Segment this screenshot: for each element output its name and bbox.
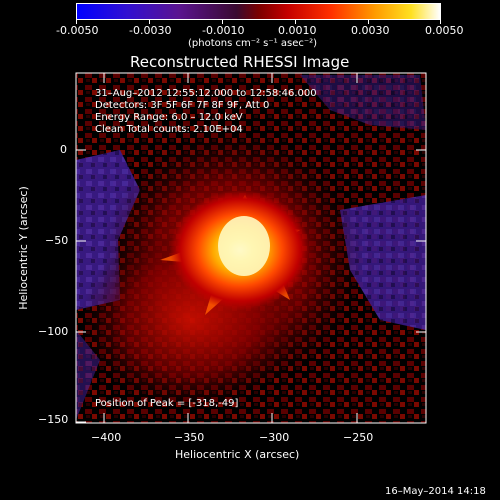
colorbar-tick-label: -0.0050 bbox=[56, 24, 99, 37]
colorbar-ticks bbox=[76, 20, 441, 25]
x-tick-label: −400 bbox=[91, 431, 122, 444]
x-ticks bbox=[103, 73, 358, 423]
obs-time: 31–Aug–2012 12:55:12.000 to 12:58:46.000 bbox=[95, 88, 317, 99]
x-tick-label: −300 bbox=[259, 431, 290, 444]
y-tick-label: −100 bbox=[38, 325, 69, 338]
y-ticks bbox=[76, 149, 426, 423]
x-tick-label: −250 bbox=[343, 431, 374, 444]
plot-frame bbox=[75, 72, 427, 424]
plot-title: Reconstructed RHESSI Image bbox=[130, 53, 350, 71]
colorbar-tick-label: -0.0030 bbox=[129, 24, 172, 37]
colorbar-tick-label: 0.0050 bbox=[425, 24, 464, 37]
detectors-info: Detectors: 3F 5F 6F 7F 8F 9F, Att 0 bbox=[95, 100, 270, 111]
y-tick-label: 0 bbox=[60, 143, 67, 156]
colorbar-tick-label: -0.0010 bbox=[202, 24, 245, 37]
colorbar-tick-label: 0.0010 bbox=[278, 24, 317, 37]
y-tick-label: −150 bbox=[38, 413, 69, 426]
image-area bbox=[76, 73, 426, 423]
peak-position: Position of Peak = [-318,-49] bbox=[95, 398, 239, 409]
y-axis-label: Heliocentric Y (arcsec) bbox=[17, 186, 30, 310]
footer-timestamp: 16–May–2014 14:18 bbox=[385, 486, 486, 497]
x-axis-label: Heliocentric X (arcsec) bbox=[175, 448, 300, 461]
colorbar bbox=[76, 3, 441, 20]
y-tick-label: −50 bbox=[45, 234, 69, 247]
colorbar-units: (photons cm⁻² s⁻¹ asec⁻²) bbox=[188, 38, 318, 49]
colorbar-tick-label: 0.0030 bbox=[351, 24, 390, 37]
clean-counts: Clean Total counts: 2.10E+04 bbox=[95, 124, 243, 135]
energy-range: Energy Range: 6.0 – 12.0 keV bbox=[95, 112, 243, 123]
x-tick-label: −350 bbox=[174, 431, 205, 444]
